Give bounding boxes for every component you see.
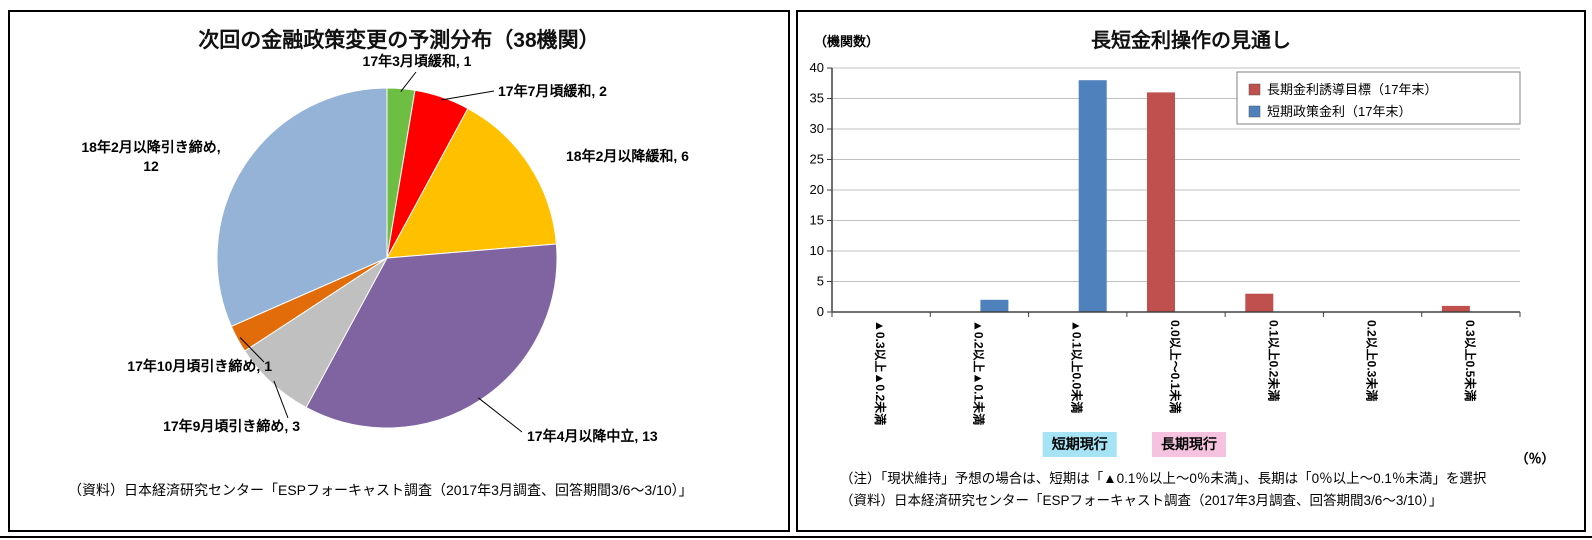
y-tick-label: 5 [817, 274, 824, 289]
pie-leader-line [441, 90, 495, 101]
pie-slice-label: 17年4月以降中立, 13 [527, 428, 658, 444]
pie-slice-2 [386, 107, 557, 259]
pie-slice-label: 17年9月頃引き締め, 3 [163, 418, 300, 434]
legend-swatch-0 [1248, 83, 1261, 96]
x-category-label: 0.2以上0.3未満 [1365, 320, 1380, 401]
y-tick-label: 15 [810, 213, 824, 228]
bar-source-note: （資料）日本経済研究センター「ESPフォーキャスト調査（2017年3月調査、回答… [840, 493, 1443, 508]
bar-chart-note: （注）「現状維持」予想の場合は、短期は「▲0.1％以上～0％未満」、長期は「0％… [840, 471, 1487, 486]
pie-leader-line [273, 380, 289, 419]
x-category-label: 0.3以上0.5未満 [1463, 320, 1478, 401]
bar-series1-cat2 [1078, 80, 1107, 312]
x-category-label: 0.0以上～0.1未満 [1168, 320, 1183, 413]
y-tick-label: 10 [810, 243, 824, 258]
bar-series0-cat4 [1245, 293, 1274, 312]
pie-slice-label: 17年7月頃緩和, 2 [498, 83, 607, 99]
y-tick-label: 20 [810, 182, 824, 197]
bar-panel: 長短金利操作の見通し 0 5 10 15 20 25 30 35 40 ▲0.3以上▲0.2未満 ▲… [796, 10, 1586, 532]
current-label-1: 長期現行 [1161, 436, 1217, 452]
pie-leader-line [477, 397, 523, 433]
pie-leader-line [239, 337, 265, 363]
current-label-bg-1 [1152, 432, 1226, 457]
legend-swatch-1 [1248, 105, 1261, 118]
bar-chart-svg: 0 5 10 15 20 25 30 35 40 ▲0.3以上▲0.2未満 ▲0.2以上▲0.1未満… [810, 34, 1555, 466]
y-tick-label: 25 [810, 152, 824, 167]
pie-panel: 次回の金融政策変更の予測分布（38機関） 17年3月頃緩和, 1 17年7月頃緩和… [8, 10, 790, 532]
legend-label-1: 短期政策金利（17年末） [1267, 104, 1411, 119]
bar-series0-cat3 [1147, 92, 1175, 313]
legend-label-0: 長期金利誘導目標（17年末） [1267, 82, 1437, 97]
pie-slice-label: 17年10月頃引き締め, 1 [127, 358, 272, 374]
pie-slice-label: 18年2月以降引き締め, [81, 139, 220, 155]
pie-chart-svg: 17年3月頃緩和, 1 17年7月頃緩和, 2 18年2月以降緩和, 6 17年4月以… [81, 53, 689, 444]
bottom-border-line [0, 536, 1592, 538]
pie-slice-label: 18年2月以降緩和, 6 [566, 148, 689, 164]
bar-chart-title: 長短金利操作の見通し [1091, 30, 1291, 52]
current-label-0: 短期現行 [1052, 436, 1108, 452]
x-axis-unit: （％） [1515, 451, 1554, 466]
pie-slice-label: 17年3月頃緩和, 1 [363, 53, 472, 69]
x-category-label: ▲0.1以上0.0未満 [1070, 320, 1085, 413]
x-category-label: 0.1以上0.2未満 [1266, 320, 1281, 401]
bar-series1-cat1 [980, 299, 1009, 312]
pie-leader-line [400, 71, 417, 92]
y-axis-title: （機関数） [814, 34, 879, 49]
current-label-bg-0 [1042, 432, 1117, 457]
legend-box [1236, 71, 1521, 125]
y-tick-label: 0 [817, 304, 824, 319]
x-category-label: ▲0.3以上▲0.2未満 [873, 320, 888, 425]
bar-series0-cat6 [1441, 305, 1470, 312]
pie-slice-value: 12 [143, 158, 159, 174]
pie-slice-6 [216, 87, 388, 327]
pie-slice-3 [305, 243, 558, 429]
x-category-label: ▲0.2以上▲0.1未満 [971, 320, 986, 425]
pie-chart-title: 次回の金融政策変更の予測分布（38機関） [198, 29, 600, 52]
y-tick-label: 40 [810, 60, 824, 75]
y-tick-label: 35 [810, 91, 824, 106]
y-tick-label: 30 [810, 121, 824, 136]
pie-source-note: （資料）日本経済研究センター「ESPフォーキャスト調査（2017年3月調査、回答… [68, 482, 693, 498]
